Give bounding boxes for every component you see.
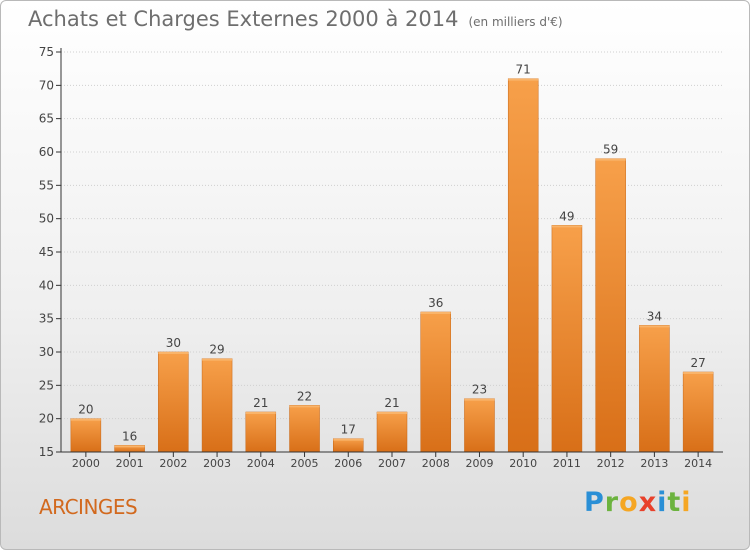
bar-highlight bbox=[114, 445, 145, 448]
x-tick-label: 2013 bbox=[640, 457, 668, 470]
y-tick-label: 35 bbox=[39, 312, 54, 326]
x-tick-label: 2001 bbox=[116, 457, 144, 470]
x-tick-label: 2000 bbox=[72, 457, 100, 470]
x-tick-label: 2002 bbox=[159, 457, 187, 470]
data-label: 21 bbox=[384, 396, 399, 410]
bar-layer bbox=[70, 78, 714, 453]
town-name: ARCINGES bbox=[39, 495, 138, 519]
bar-highlight bbox=[420, 312, 451, 314]
data-label: 22 bbox=[297, 389, 312, 403]
y-tick-label: 75 bbox=[39, 45, 54, 59]
bar bbox=[289, 405, 320, 453]
data-label: 17 bbox=[341, 423, 356, 437]
bar-highlight bbox=[551, 225, 582, 228]
y-tick-label: 65 bbox=[39, 112, 54, 126]
bar bbox=[639, 325, 670, 453]
bar-highlight bbox=[158, 352, 189, 354]
x-tick-label: 2010 bbox=[509, 457, 537, 470]
bar-highlight bbox=[508, 78, 539, 81]
bar bbox=[551, 225, 583, 453]
bar-highlight bbox=[595, 158, 626, 161]
bar-highlight bbox=[245, 412, 276, 414]
y-tick-label: 60 bbox=[39, 145, 54, 159]
chart-title-text: Achats et Charges Externes 2000 à 2014 bbox=[28, 7, 459, 31]
x-tick-label: 2006 bbox=[334, 457, 362, 470]
y-tick-label: 40 bbox=[39, 278, 54, 292]
x-tick-label: 2012 bbox=[597, 457, 625, 470]
data-label: 27 bbox=[690, 356, 705, 370]
bar-highlight bbox=[333, 438, 364, 441]
x-tick-label: 2005 bbox=[291, 457, 319, 470]
bar bbox=[464, 398, 495, 453]
y-tick-label: 50 bbox=[39, 212, 54, 226]
bar-highlight bbox=[639, 325, 670, 328]
x-tick-label: 2011 bbox=[553, 457, 581, 470]
bar bbox=[595, 158, 626, 453]
y-tick-label: 45 bbox=[39, 245, 54, 259]
x-tick-label: 2008 bbox=[422, 457, 450, 470]
label-layer: 20 16 30 29 21 22 17 21 36 23 71 49 59 34 27 bbox=[78, 63, 706, 444]
bar bbox=[682, 371, 714, 453]
x-tick-label: 2004 bbox=[247, 457, 275, 470]
data-label: 20 bbox=[78, 403, 93, 417]
chart-subtitle: (en milliers d'€) bbox=[468, 15, 563, 29]
data-label: 49 bbox=[559, 209, 574, 223]
bar bbox=[245, 411, 277, 453]
y-tick-label: 15 bbox=[39, 445, 54, 459]
bar bbox=[201, 358, 233, 453]
data-label: 16 bbox=[122, 429, 137, 443]
data-label: 21 bbox=[253, 396, 268, 410]
bar-highlight bbox=[289, 405, 320, 408]
x-tick-label: 2007 bbox=[378, 457, 406, 470]
bar bbox=[420, 311, 451, 453]
data-label: 59 bbox=[603, 143, 618, 157]
bar-highlight bbox=[70, 418, 101, 421]
bar-highlight bbox=[377, 412, 407, 414]
y-tick-label: 25 bbox=[39, 378, 54, 392]
bar-highlight bbox=[464, 398, 495, 401]
chart-title: Achats et Charges Externes 2000 à 2014 (e… bbox=[28, 7, 563, 31]
y-tick-label: 70 bbox=[39, 78, 54, 92]
x-tick-label: 2003 bbox=[203, 457, 231, 470]
x-tick-label: 2014 bbox=[684, 457, 712, 470]
proxiti-logo: Proxiti bbox=[584, 487, 692, 518]
axis-layer: 15 20 25 30 35 40 45 50 55 60 65 70 75 2000 2001 2002 20… bbox=[39, 45, 723, 470]
data-label: 29 bbox=[209, 343, 224, 357]
data-label: 71 bbox=[516, 63, 531, 77]
bar bbox=[70, 418, 102, 453]
bar bbox=[158, 351, 189, 453]
x-tick-label: 2009 bbox=[465, 457, 493, 470]
data-label: 30 bbox=[166, 336, 181, 350]
data-label: 23 bbox=[472, 383, 487, 397]
bar-highlight bbox=[202, 358, 233, 361]
data-label: 36 bbox=[428, 296, 443, 310]
bar-highlight bbox=[683, 372, 714, 374]
data-label: 34 bbox=[647, 309, 662, 323]
y-tick-label: 30 bbox=[39, 345, 54, 359]
y-tick-label: 20 bbox=[39, 412, 54, 426]
y-tick-label: 55 bbox=[39, 178, 54, 192]
bar bbox=[507, 78, 539, 453]
bar bbox=[376, 411, 408, 453]
